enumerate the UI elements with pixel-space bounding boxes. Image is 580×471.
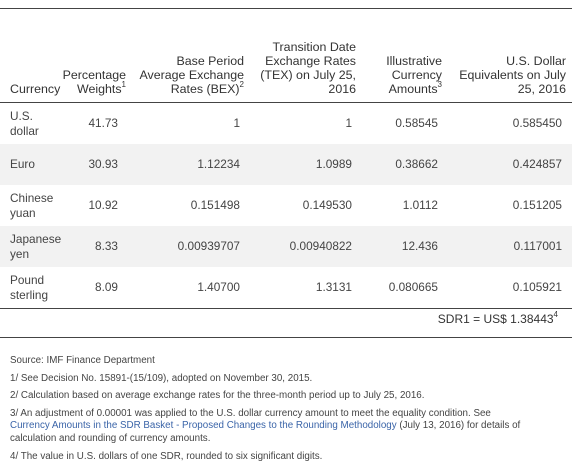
header-tex: Transition Date Exchange Rates (TEX) on …: [250, 9, 362, 103]
cell-amount: 0.38662: [362, 144, 448, 185]
cell-tex: 1.0989: [250, 144, 362, 185]
cell-amount: 0.080665: [362, 267, 448, 309]
cell-usd: 0.424857: [448, 144, 572, 185]
table-header-row: Currency Percentage Weights1 Base Period…: [0, 9, 572, 103]
cell-tex: 0.00940822: [250, 226, 362, 267]
footnote-1: 1/ See Decision No. 15891-(15/109), adop…: [10, 372, 313, 384]
footnote-2: 2/ Calculation based on average exchange…: [10, 390, 425, 402]
cell-tex: 1: [345, 116, 352, 130]
table-row: Chinese yuan 10.92 0.151498 0.149530 1.0…: [0, 185, 572, 226]
cell-currency: Japanese yen: [0, 226, 61, 267]
footnotes: Source: IMF Finance Department 1/ See De…: [10, 355, 550, 468]
cell-amount: 0.58545: [395, 116, 438, 130]
header-bex: Base Period Average Exchange Rates (BEX)…: [132, 9, 250, 103]
table-row: Pound sterling 8.09 1.40700 1.3131 0.080…: [0, 267, 572, 309]
cell-usd: 0.585450: [512, 116, 562, 130]
cell-weight: 30.93: [58, 144, 132, 185]
table-row: Euro 30.93 1.12234 1.0989 0.38662 0.4248…: [0, 144, 572, 185]
footnote-3: 3/ An adjustment of 0.00001 was applied …: [10, 407, 521, 444]
rounding-methodology-link[interactable]: Currency Amounts in the SDR Basket - Pro…: [10, 420, 397, 432]
cell-weight: 8.33: [58, 226, 132, 267]
cell-usd: 0.105921: [448, 267, 572, 309]
cell-usd: 0.151205: [512, 198, 562, 212]
header-amounts: Illustrative Currency Amounts3: [362, 9, 448, 103]
cell-bex: 1: [233, 116, 240, 130]
cell-tex: 1.3131: [250, 267, 362, 309]
cell-currency: U.S. dollar: [10, 108, 39, 138]
cell-bex: 0.00939707: [132, 226, 250, 267]
cell-usd: 0.117001: [448, 226, 572, 267]
cell-weight: 10.92: [88, 198, 118, 212]
cell-amount: 12.436: [362, 226, 448, 267]
header-currency: Currency: [0, 9, 60, 103]
sdr-total: SDR1 = US$ 1.384434: [437, 310, 558, 327]
table-row: Japanese yen 8.33 0.00939707 0.00940822 …: [0, 226, 572, 267]
cell-bex: 1.40700: [132, 267, 250, 309]
cell-bex: 0.151498: [190, 198, 240, 212]
source-note: Source: IMF Finance Department: [10, 355, 155, 366]
cell-tex: 0.149530: [302, 198, 352, 212]
top-rule: [0, 8, 572, 9]
cell-weight: 8.09: [58, 267, 132, 309]
cell-amount: 1.0112: [402, 198, 438, 212]
cell-bex: 1.12234: [132, 144, 250, 185]
cell-currency: Euro: [0, 144, 58, 185]
cell-currency: Chinese yuan: [10, 190, 54, 220]
bottom-rule: [0, 337, 572, 338]
cell-weight: 41.73: [88, 116, 118, 130]
footnote-4: 4/ The value in U.S. dollars of one SDR,…: [10, 450, 323, 462]
header-weights: Percentage Weights1: [58, 9, 132, 103]
cell-currency: Pound sterling: [0, 267, 58, 309]
table-row: U.S. dollar 41.73 1 1 0.58545 0.585450: [0, 103, 572, 145]
header-usd-equivalents: U.S. Dollar Equivalents on July 25, 2016: [448, 9, 572, 103]
sdr-basket-table: Currency Percentage Weights1 Base Period…: [0, 9, 572, 309]
